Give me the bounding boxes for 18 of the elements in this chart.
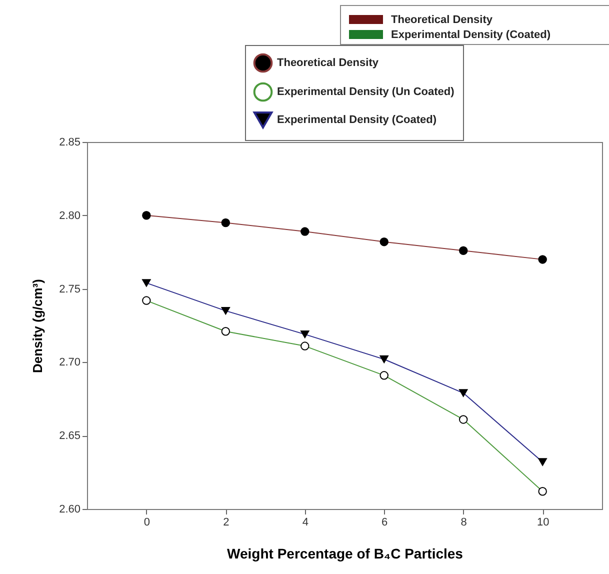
y-tick-label: 2.75 <box>59 283 80 296</box>
y-tick-label: 2.70 <box>59 356 80 369</box>
legend-label: Theoretical Density <box>277 57 380 69</box>
y-tick-label: 2.85 <box>59 136 80 148</box>
x-tick-label: 6 <box>382 516 388 528</box>
x-axis-title: Weight Percentage of B₄C Particles <box>227 546 464 562</box>
x-tick-label: 10 <box>536 516 550 528</box>
y-tick-label: 2.65 <box>59 430 80 442</box>
legend-label: Experimental Density (Coated) <box>277 114 437 126</box>
x-tick-label: 2 <box>223 516 230 528</box>
y-tick-label: 2.60 <box>59 504 80 516</box>
color-key-box: Theoretical Density Experimental Density (Coated) <box>340 5 609 45</box>
x-tick-label: 8 <box>460 516 467 528</box>
y-axis-title: Density (g/cm³) <box>30 279 46 373</box>
y-tick-label: 2.80 <box>59 210 80 222</box>
legend-label: Experimental Density (Un Coated) <box>277 86 455 98</box>
x-tick-label: 4 <box>302 516 308 528</box>
x-tick-label: 0 <box>144 516 150 528</box>
